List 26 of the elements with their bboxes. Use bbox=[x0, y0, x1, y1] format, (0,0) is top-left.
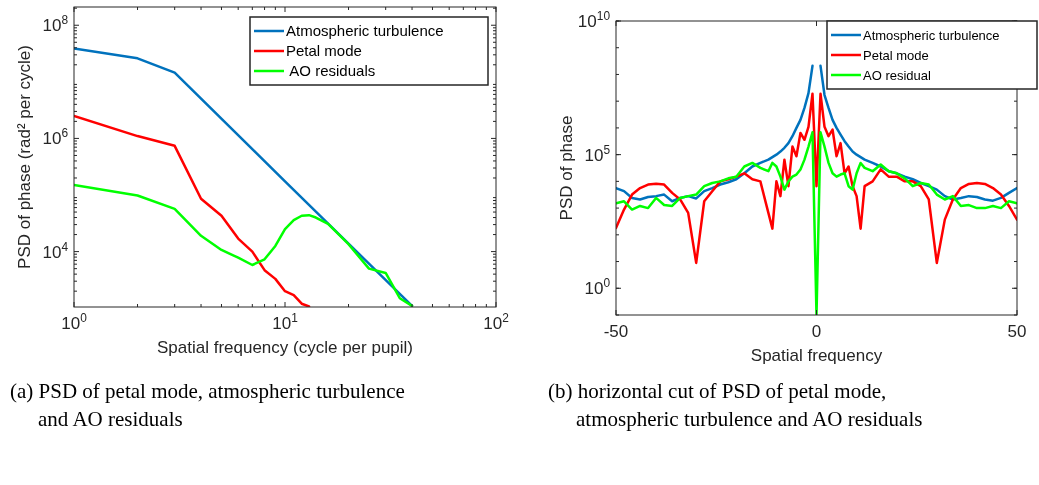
y-axis-title: PSD of phase bbox=[557, 115, 576, 221]
y-tick-label: 10$^{0}$ bbox=[584, 276, 611, 299]
y-tick-label: 10$^{8}$ bbox=[42, 13, 69, 36]
y-tick-label: 10$^{10}$ bbox=[577, 9, 611, 31]
x-tick-label: -50 bbox=[603, 322, 629, 341]
legend-label: AO residual bbox=[863, 68, 932, 83]
y-tick-label: 10$^{5}$ bbox=[584, 142, 611, 165]
text: (b) horizontal cut of PSD of petal mode, atmospheric turbulence and AO residuals bbox=[548, 379, 923, 431]
line-series bbox=[616, 92, 1017, 265]
y-axis-title: PSD of phase (rad² per cycle) bbox=[15, 45, 34, 269]
legend-label: Atmospheric turbulence bbox=[863, 28, 1000, 43]
x-tick-label: 10$^{0}$ bbox=[61, 311, 88, 333]
legend-label: AO residuals bbox=[286, 62, 376, 79]
line-series bbox=[616, 130, 1017, 315]
text: (a) PSD of petal mode, atmospheric turbulence and AO residuals bbox=[10, 379, 405, 431]
x-axis-title: Spatial frequency (cycle per pupil) bbox=[156, 338, 414, 357]
x-tick-label: 0 bbox=[811, 322, 822, 341]
legend-label: Petal mode bbox=[286, 42, 362, 59]
y-tick-label: 10$^{4}$ bbox=[42, 239, 69, 262]
y-tick-label: 10$^{6}$ bbox=[42, 126, 69, 149]
x-axis-title: Spatial frequency bbox=[750, 346, 883, 365]
legend-label: Petal mode bbox=[863, 48, 929, 63]
x-tick-label: 10$^{1}$ bbox=[272, 311, 299, 333]
x-tick-label: 10$^{2}$ bbox=[483, 311, 510, 333]
x-tick-label: 50 bbox=[1007, 322, 1027, 341]
legend-label: Atmospheric turbulence bbox=[286, 22, 444, 39]
